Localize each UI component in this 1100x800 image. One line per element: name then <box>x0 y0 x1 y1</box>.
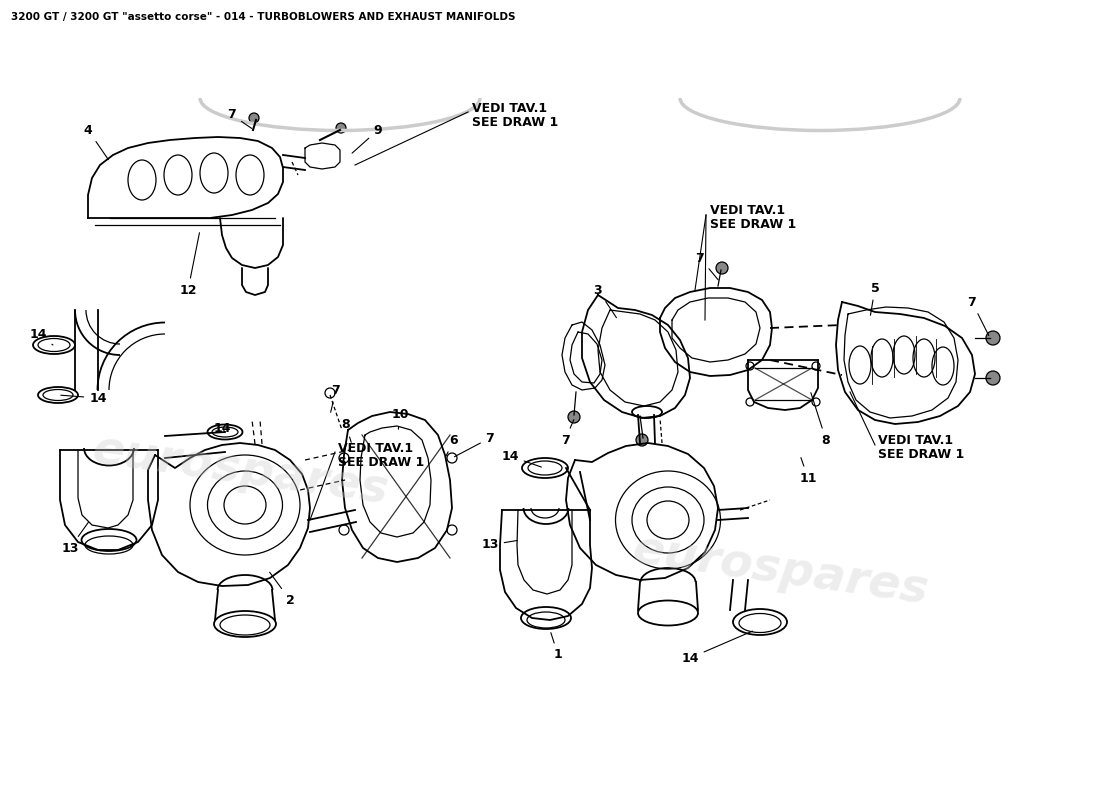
Text: 6: 6 <box>447 434 459 455</box>
Text: VEDI TAV.1: VEDI TAV.1 <box>472 102 547 114</box>
Text: 12: 12 <box>179 233 199 297</box>
Text: 7: 7 <box>228 109 252 129</box>
Text: VEDI TAV.1: VEDI TAV.1 <box>338 442 414 454</box>
Text: 8: 8 <box>342 418 351 442</box>
Text: 14: 14 <box>681 631 752 665</box>
Text: 4: 4 <box>84 123 109 160</box>
Text: 14: 14 <box>30 329 53 345</box>
Text: 11: 11 <box>800 458 816 485</box>
Text: 7: 7 <box>454 431 494 457</box>
Text: 7: 7 <box>968 295 989 335</box>
Circle shape <box>336 123 346 133</box>
Text: 8: 8 <box>811 393 830 446</box>
Text: VEDI TAV.1: VEDI TAV.1 <box>710 203 785 217</box>
Text: SEE DRAW 1: SEE DRAW 1 <box>338 455 425 469</box>
Text: 10: 10 <box>392 409 409 430</box>
Text: 14: 14 <box>502 450 541 467</box>
Text: 7: 7 <box>695 251 718 280</box>
Circle shape <box>986 331 1000 345</box>
Text: 9: 9 <box>352 123 383 153</box>
Circle shape <box>568 411 580 423</box>
Text: SEE DRAW 1: SEE DRAW 1 <box>710 218 796 230</box>
Text: 3200 GT / 3200 GT "assetto corse" - 014 - TURBOBLOWERS AND EXHAUST MANIFOLDS: 3200 GT / 3200 GT "assetto corse" - 014 … <box>11 12 516 22</box>
Circle shape <box>716 262 728 274</box>
Text: SEE DRAW 1: SEE DRAW 1 <box>878 447 965 461</box>
Text: eurospares: eurospares <box>629 527 931 613</box>
Text: 2: 2 <box>270 572 295 606</box>
Text: VEDI TAV.1: VEDI TAV.1 <box>878 434 953 446</box>
Circle shape <box>636 434 648 446</box>
Text: 13: 13 <box>482 538 517 551</box>
Text: 3: 3 <box>594 283 616 318</box>
Text: 7: 7 <box>331 383 340 412</box>
Text: 14: 14 <box>60 391 107 405</box>
Text: 14: 14 <box>213 422 231 434</box>
Circle shape <box>249 113 258 123</box>
Text: SEE DRAW 1: SEE DRAW 1 <box>472 115 558 129</box>
Text: 5: 5 <box>870 282 879 315</box>
Circle shape <box>986 371 1000 385</box>
Text: 1: 1 <box>551 633 562 662</box>
Text: eurospares: eurospares <box>89 427 390 513</box>
Text: 7: 7 <box>561 419 574 446</box>
Text: 13: 13 <box>62 522 88 554</box>
